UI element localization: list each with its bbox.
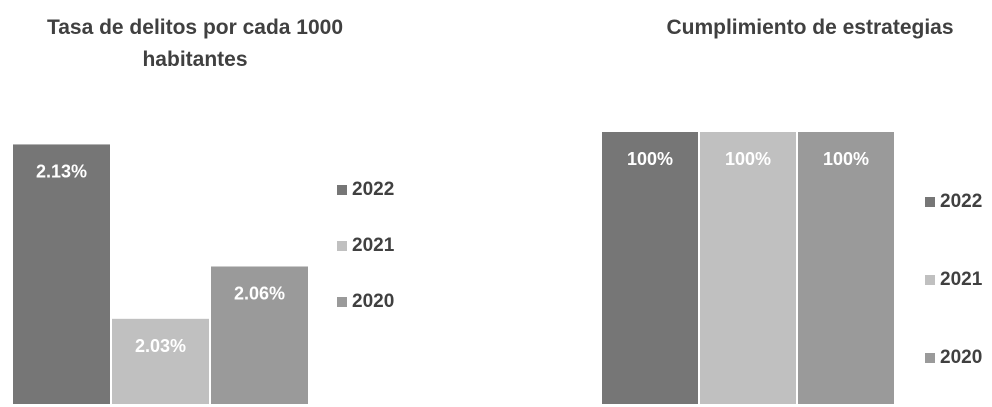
data-label-2021: 2.03%	[135, 336, 186, 356]
legend-swatch-2022	[925, 197, 935, 207]
crime-rate-chart: Tasa de delitos por cada 1000 habitantes…	[0, 0, 460, 407]
data-label-2022: 100%	[627, 149, 673, 169]
strategy-compliance-chart-plot: 100% 100% 100% 2022 2021 2020	[560, 0, 992, 407]
data-label-2020: 2.06%	[234, 284, 285, 304]
legend-swatch-2020	[337, 297, 347, 307]
data-label-2020: 100%	[823, 149, 869, 169]
bar-2022	[12, 143, 111, 405]
strategy-compliance-chart: Cumplimiento de estrategias 100% 100% 100%…	[560, 0, 992, 407]
bar-2021	[699, 131, 797, 405]
legend-item-2020: 2020	[940, 347, 982, 368]
legend-swatch-2021	[925, 275, 935, 285]
legend-item-2021: 2021	[940, 269, 983, 290]
bar-2022	[601, 131, 699, 405]
bar-2020	[797, 131, 895, 405]
legend-swatch-2021	[337, 241, 347, 251]
legend-item-2022: 2022	[352, 179, 394, 200]
crime-rate-chart-plot: 2.13% 2.03% 2.06% 2022 2021 2020	[0, 0, 460, 407]
legend-swatch-2020	[925, 353, 935, 363]
legend-item-2022: 2022	[940, 191, 982, 212]
bar-2021	[111, 318, 210, 405]
data-label-2022: 2.13%	[36, 161, 87, 181]
legend-item-2021: 2021	[352, 235, 395, 256]
legend-item-2020: 2020	[352, 291, 394, 312]
legend-swatch-2022	[337, 185, 347, 195]
data-label-2021: 100%	[725, 149, 771, 169]
